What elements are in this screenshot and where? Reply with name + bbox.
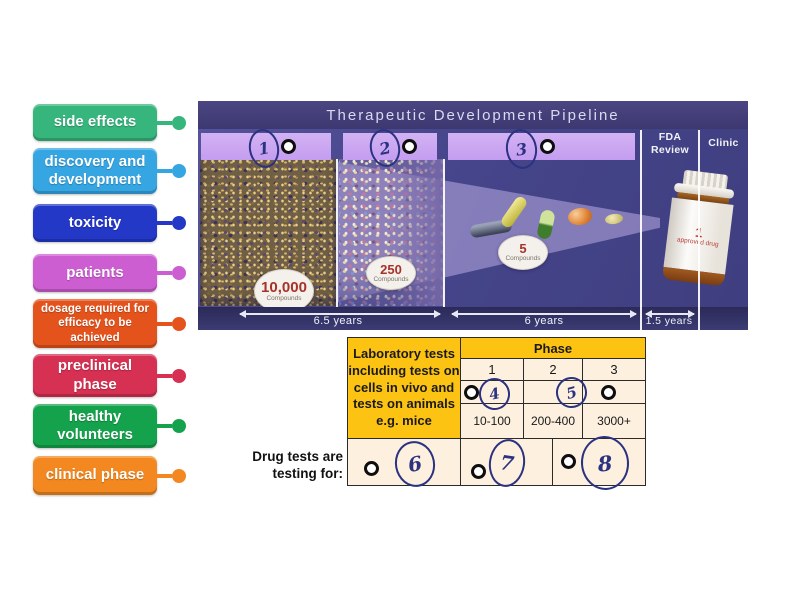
compound-count-unit: Compounds [373, 275, 409, 283]
table-drop-cell-5: 5 [523, 373, 591, 412]
pipeline-drop-zone-3: 3 [448, 127, 635, 171]
compound-count-unit: Compounds [266, 294, 302, 302]
label-card-text: preclinical phase [57, 357, 133, 393]
stage-divider [443, 159, 445, 307]
pin-dot-icon [172, 115, 186, 130]
timeline-strip: 6.5 years 6 years 1.5 years [198, 307, 748, 330]
pin-dot-icon [172, 419, 186, 433]
phase-3-participants-cell: 3000+ [582, 403, 646, 439]
phase-table: Laboratory tests including tests on cell… [347, 337, 646, 492]
pipeline-body: 1 2 3 FDA Review Clinic 10,000 Compounds [198, 126, 748, 313]
compound-count-value: 5 [519, 241, 527, 257]
stage-divider [640, 130, 642, 330]
label-card-text: clinical phase [45, 466, 145, 484]
zone-number-circle: 8 [578, 434, 632, 492]
table-drop-cell-4: 4 [460, 375, 524, 413]
drop-target[interactable] [601, 385, 616, 400]
table-drop-cell-6: 6 [347, 437, 461, 491]
timeline-arrow [451, 310, 637, 318]
compound-count-value: 250 [380, 261, 402, 277]
phase-2-cell: 2 [523, 358, 583, 381]
compound-cloud-dense [200, 159, 336, 306]
drop-target[interactable] [540, 139, 555, 154]
drop-target[interactable] [402, 139, 417, 154]
phase-header-cell: Phase [460, 337, 646, 359]
drop-target[interactable] [281, 139, 296, 154]
label-card-preclinical-phase[interactable]: preclinical phase [33, 354, 186, 397]
timeline-arrow [239, 310, 441, 318]
drop-target[interactable] [471, 464, 486, 479]
label-card-dosage-required[interactable]: dosage required for efficacy to be achie… [33, 299, 186, 348]
label-card-text: healthy volunteers [57, 407, 133, 443]
pin-dot-icon [172, 164, 186, 178]
phase-2-participants-cell: 200-400 [523, 403, 583, 439]
table-drop-cell-8: 8 [552, 434, 646, 492]
pin-dot-icon [172, 316, 186, 331]
label-card-side-effects[interactable]: side effects [33, 104, 186, 141]
label-card-text: patients [66, 263, 124, 281]
drop-target[interactable] [464, 385, 479, 400]
pin-line [157, 373, 172, 378]
phase-3-cell: 3 [582, 358, 646, 381]
pin-line [157, 120, 172, 125]
duration-label: 6 years [524, 315, 564, 327]
pin-dot-icon [172, 266, 186, 280]
duration-label: 6.5 years [313, 315, 363, 327]
pin-dot-icon [172, 468, 186, 483]
phase-1-cell: 1 [460, 358, 524, 381]
label-card-toxicity[interactable]: toxicity [33, 204, 186, 242]
lab-tests-header-cell: Laboratory tests including tests on cell… [347, 337, 461, 439]
pipeline-drop-zone-1: 1 [201, 126, 331, 171]
pin-line [157, 321, 172, 326]
compound-count-5: 5 Compounds [498, 235, 548, 270]
pin-line [157, 271, 172, 275]
compound-count-250: 250 Compounds [366, 256, 416, 290]
zone-number-circle: 6 [391, 437, 439, 491]
pipeline-image: Therapeutic Development Pipeline 1 2 3 F… [198, 101, 748, 330]
compound-count-value: 10,000 [261, 278, 307, 296]
timeline-arrow [645, 310, 695, 318]
zone-number-circle: 3 [503, 127, 540, 171]
label-card-text: toxicity [68, 213, 122, 231]
drop-target[interactable] [561, 454, 576, 469]
pipeline-title: Therapeutic Development Pipeline [198, 101, 748, 129]
label-card-discovery-and-development[interactable]: discovery and development [33, 148, 186, 194]
pin-line [157, 169, 172, 173]
label-card-clinical-phase[interactable]: clinical phase [33, 456, 186, 495]
clinic-label: Clinic [708, 137, 739, 149]
drug-tests-row-label: Drug tests are testing for: [252, 449, 343, 481]
compound-count-unit: Compounds [505, 255, 541, 263]
drop-target[interactable] [364, 461, 379, 476]
table-drop-cell-7: 7 [460, 436, 553, 490]
label-card-text: discovery and development [44, 152, 146, 188]
label-card-text: dosage required for efficacy to be achie… [41, 302, 149, 344]
pin-line [157, 424, 172, 428]
stage-divider [698, 130, 700, 330]
zone-number-circle: 7 [485, 436, 529, 490]
pipeline-drop-zone-2: 2 [343, 126, 437, 170]
pin-line [157, 221, 172, 225]
table-drop-cell-5-target [582, 380, 646, 404]
fda-review-label: FDA Review [651, 131, 689, 156]
duration-label: 1.5 years [645, 315, 693, 327]
pin-dot-icon [172, 216, 186, 230]
label-card-text: side effects [53, 113, 137, 131]
pin-dot-icon [172, 368, 186, 383]
label-card-healthy-volunteers[interactable]: healthy volunteers [33, 404, 186, 448]
pin-line [157, 473, 172, 478]
label-card-patients[interactable]: patients [33, 254, 186, 292]
stage-divider [336, 159, 338, 307]
